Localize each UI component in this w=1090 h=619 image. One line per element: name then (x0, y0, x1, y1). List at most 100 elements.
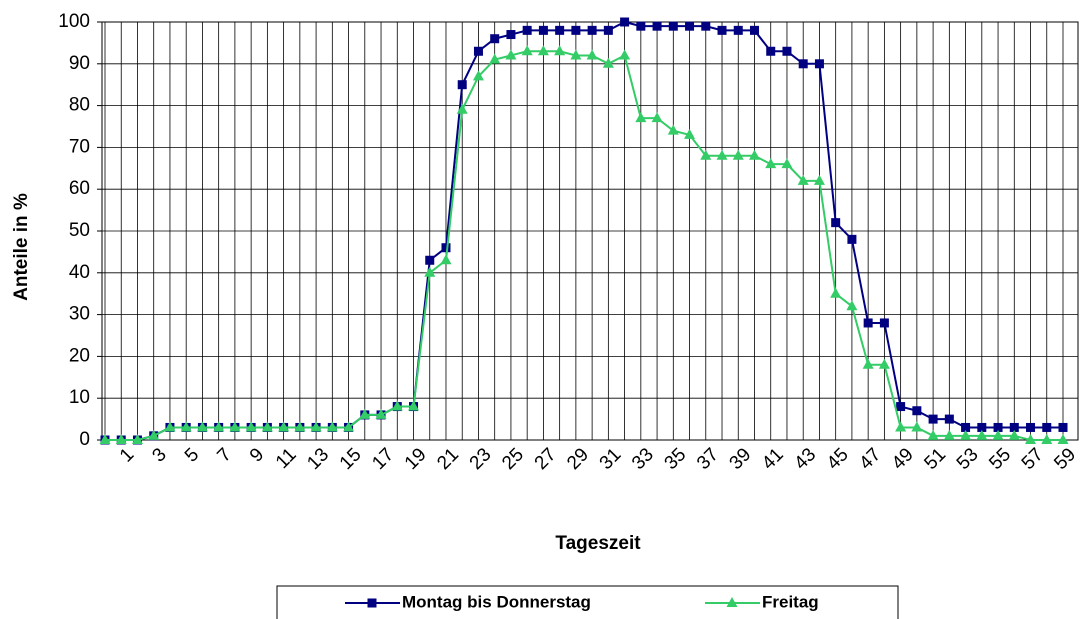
marker (115, 434, 127, 444)
marker (732, 149, 744, 160)
marker (895, 421, 907, 432)
marker (555, 25, 565, 35)
marker (652, 21, 662, 31)
x-tick-label: 21 (433, 444, 463, 474)
x-tick-label: 5 (181, 444, 203, 466)
marker (1041, 434, 1053, 444)
x-tick-label: 57 (1018, 444, 1048, 474)
marker (229, 421, 241, 432)
marker (441, 243, 451, 253)
marker (521, 45, 533, 56)
marker (1058, 422, 1068, 432)
marker (814, 59, 824, 69)
x-tick-label: 19 (401, 444, 431, 474)
y-tick-label: 40 (69, 262, 90, 283)
marker (878, 358, 890, 369)
x-tick-label: 9 (246, 444, 268, 466)
x-tick-label: 59 (1050, 444, 1080, 474)
marker (748, 149, 760, 160)
x-tick-label: 55 (985, 444, 1015, 474)
x-tick-label: 45 (823, 444, 853, 474)
x-tick-label: 51 (920, 444, 950, 474)
y-tick-label: 10 (69, 387, 90, 408)
marker (813, 174, 825, 185)
marker (766, 46, 776, 56)
y-tick-label: 50 (69, 220, 90, 241)
marker (570, 49, 582, 60)
marker (782, 46, 792, 56)
marker (927, 429, 939, 440)
marker (685, 21, 695, 31)
marker (391, 400, 403, 411)
marker (846, 300, 858, 311)
marker (830, 287, 842, 298)
x-tick-label: 33 (628, 444, 658, 474)
y-tick-label: 30 (69, 304, 90, 325)
marker (408, 400, 420, 411)
marker (961, 422, 971, 432)
y-tick-label: 90 (69, 53, 90, 74)
marker (700, 149, 712, 160)
marker (456, 103, 468, 114)
marker (684, 128, 696, 139)
marker (603, 25, 613, 35)
marker (310, 421, 322, 432)
marker (1009, 422, 1019, 432)
marker (977, 422, 987, 432)
marker (992, 429, 1004, 440)
x-tick-label: 35 (661, 444, 691, 474)
marker (911, 421, 923, 432)
x-tick-label: 13 (303, 444, 333, 474)
marker (716, 149, 728, 160)
marker (993, 422, 1003, 432)
marker (668, 21, 678, 31)
marker (538, 25, 548, 35)
marker (522, 25, 532, 35)
x-tick-label: 29 (563, 444, 593, 474)
x-tick-label: 47 (855, 444, 885, 474)
marker (245, 421, 257, 432)
marker (667, 124, 679, 135)
marker (847, 234, 857, 244)
marker (831, 218, 841, 228)
marker (620, 17, 630, 27)
y-tick-label: 100 (58, 11, 90, 32)
marker (797, 174, 809, 185)
marker (375, 408, 387, 419)
marker (879, 318, 889, 328)
marker (473, 46, 483, 56)
marker (1008, 429, 1020, 440)
marker (717, 25, 727, 35)
marker (1042, 422, 1052, 432)
x-tick-label: 53 (953, 444, 983, 474)
x-tick-label: 37 (693, 444, 723, 474)
marker (440, 254, 452, 265)
marker (765, 158, 777, 169)
marker (912, 406, 922, 416)
marker (976, 429, 988, 440)
y-tick-label: 20 (69, 345, 90, 366)
marker (505, 49, 517, 60)
marker (1057, 434, 1069, 444)
y-tick-label: 60 (69, 178, 90, 199)
marker (326, 421, 338, 432)
marker (537, 45, 549, 56)
y-tick-label: 70 (69, 136, 90, 157)
marker (587, 25, 597, 35)
marker (749, 25, 759, 35)
legend-label: Freitag (762, 592, 819, 611)
marker (733, 25, 743, 35)
marker (586, 49, 598, 60)
x-tick-label: 11 (272, 444, 301, 473)
marker (359, 408, 371, 419)
marker (164, 421, 176, 432)
marker (99, 434, 111, 444)
x-tick-label: 27 (531, 444, 561, 474)
marker (943, 429, 955, 440)
x-tick-label: 15 (336, 444, 366, 474)
marker (425, 255, 435, 265)
marker (261, 421, 273, 432)
legend-label: Montag bis Donnerstag (402, 592, 591, 611)
